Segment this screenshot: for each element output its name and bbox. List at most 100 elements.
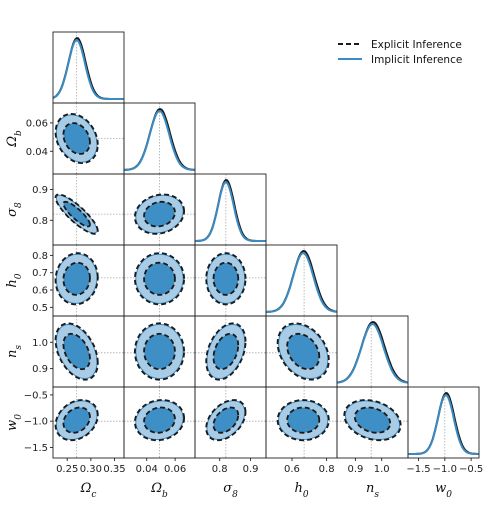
contour-68-explicit <box>143 332 176 371</box>
contour-68-explicit <box>212 261 240 296</box>
axis-label-h_0: h0 <box>294 481 308 500</box>
y-tick-label: 0.06 <box>26 118 48 129</box>
panel-omega_c-omega_c <box>52 31 125 104</box>
x-tick-label: 0.30 <box>80 464 102 475</box>
panel-n_s-h_0 <box>265 315 338 388</box>
contour-68-explicit <box>62 406 91 434</box>
axis-label-sigma_8: σ8 <box>223 481 238 500</box>
panel-frame <box>407 386 480 459</box>
panel-w_0-n_s <box>336 386 409 459</box>
contour-68-explicit <box>62 122 91 155</box>
panel-h_0-h_0 <box>265 244 338 317</box>
marginal-implicit-w_0 <box>408 393 479 455</box>
marginal-explicit-w_0 <box>408 392 479 455</box>
marginal-explicit-omega_c <box>53 37 124 100</box>
contour-95-explicit <box>205 322 247 381</box>
contour-95-explicit <box>54 399 99 442</box>
panel-w_0-omega_c <box>52 386 125 459</box>
contour-68-explicit <box>286 406 321 434</box>
contour-68-explicit <box>62 261 91 296</box>
x-tick-label: 0.8 <box>212 464 228 475</box>
x-tick-label: −1.5 <box>406 464 430 475</box>
axis-label-w_0: w0 <box>5 414 24 431</box>
axis-label-n_s: ns <box>366 481 379 500</box>
contour-95-explicit <box>133 252 186 306</box>
contour-68-explicit <box>62 332 91 371</box>
y-tick-label: −0.5 <box>24 390 48 401</box>
axis-label-omega_b: Ωb <box>150 481 168 500</box>
y-tick-label: 0.7 <box>32 268 48 279</box>
contour-95-explicit <box>343 399 402 442</box>
x-tick-label: 0.6 <box>284 464 300 475</box>
contour-95-explicit <box>54 322 99 381</box>
panel-n_s-n_s <box>336 315 409 388</box>
y-tick-label: 1.0 <box>32 338 48 349</box>
contour-95-explicit <box>205 252 247 306</box>
panel-w_0-sigma_8 <box>194 386 267 459</box>
contour-68-explicit <box>143 200 176 228</box>
y-tick-label: 0.6 <box>32 286 48 297</box>
panel-n_s-omega_c <box>52 315 125 388</box>
marginal-implicit-omega_b <box>124 109 195 171</box>
contour-95-explicit <box>133 193 186 235</box>
contour-95-explicit <box>54 193 99 235</box>
x-tick-label: 0.8 <box>319 464 335 475</box>
contour-68-implicit <box>144 334 175 369</box>
y-tick-label: 0.04 <box>26 147 48 158</box>
contour-68-explicit <box>62 200 91 228</box>
legend-label-implicit: Implicit Inference <box>371 54 462 66</box>
marginal-implicit-sigma_8 <box>195 180 266 242</box>
axis-label-sigma_8: σ8 <box>5 202 24 217</box>
panel-h_0-sigma_8 <box>194 244 267 317</box>
y-tick-label: 0.5 <box>32 303 48 314</box>
y-tick-label: 0.8 <box>32 216 48 227</box>
contour-68-explicit <box>286 332 321 371</box>
x-tick-label: −0.5 <box>459 464 483 475</box>
legend-label-explicit: Explicit Inference <box>371 39 462 51</box>
panel-w_0-h_0 <box>265 386 338 459</box>
panel-frame <box>52 31 125 104</box>
panel-omega_b-omega_c <box>52 102 125 175</box>
axis-label-h_0: h0 <box>5 273 24 287</box>
x-tick-label: 0.04 <box>136 464 158 475</box>
contour-95-explicit <box>276 322 330 381</box>
contour-68-implicit <box>144 262 175 295</box>
marginal-explicit-n_s <box>337 321 408 384</box>
panel-h_0-omega_c <box>52 244 125 317</box>
x-tick-label: 0.35 <box>103 464 125 475</box>
panel-sigma_8-omega_b <box>123 173 196 246</box>
axis-label-n_s: ns <box>5 345 24 358</box>
y-tick-label: 0.9 <box>32 364 48 375</box>
axis-label-w_0: w0 <box>435 481 452 500</box>
contour-95-explicit <box>205 399 247 442</box>
panel-sigma_8-sigma_8 <box>194 173 267 246</box>
contour-68-explicit <box>143 261 176 296</box>
x-tick-label: 0.25 <box>56 464 78 475</box>
marginal-implicit-n_s <box>337 322 408 384</box>
contour-95-explicit <box>54 252 99 306</box>
axis-label-omega_b: Ωb <box>5 130 24 148</box>
panel-w_0-omega_b <box>123 386 196 459</box>
y-tick-label: −1.5 <box>24 443 48 454</box>
legend: Explicit Inference Implicit Inference <box>338 39 462 66</box>
axis-label-omega_c: Ωc <box>80 481 97 500</box>
y-tick-label: −1.0 <box>24 417 48 428</box>
marginal-implicit-h_0 <box>266 252 337 313</box>
panel-w_0-w_0 <box>407 386 480 459</box>
contour-68-explicit <box>212 332 240 371</box>
x-tick-label: 0.06 <box>164 464 186 475</box>
x-tick-label: 1.0 <box>374 464 390 475</box>
panel-h_0-omega_b <box>123 244 196 317</box>
panel-n_s-omega_b <box>123 315 196 388</box>
contour-95-explicit <box>54 112 99 165</box>
panel-omega_b-omega_b <box>123 102 196 175</box>
panel-sigma_8-omega_c <box>52 173 125 246</box>
contour-68-explicit <box>143 406 176 434</box>
x-tick-label: 0.9 <box>243 464 259 475</box>
contour-68-explicit <box>353 406 392 434</box>
marginal-explicit-h_0 <box>266 249 337 313</box>
panel-frame <box>194 173 267 246</box>
y-tick-label: 0.8 <box>32 251 48 262</box>
contour-95-explicit <box>133 322 186 381</box>
